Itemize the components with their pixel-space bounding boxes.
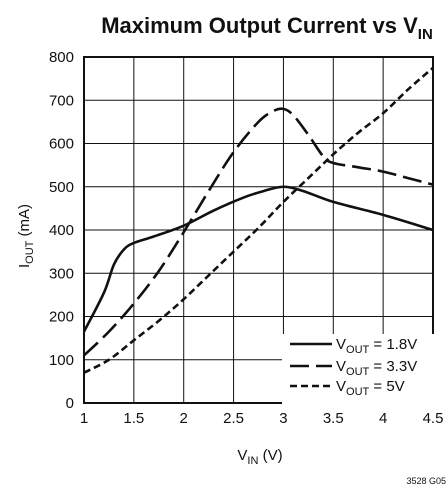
- chart-title-sub: IN: [418, 26, 433, 43]
- y-axis-label-main: I: [16, 264, 33, 268]
- x-axis-label-rest: (V): [258, 447, 282, 464]
- y-tick-label-0: 0: [66, 395, 74, 412]
- legend-label-3-3v-rest: = 3.3V: [369, 358, 417, 375]
- y-tick-label-8: 800: [49, 49, 74, 66]
- x-axis-label: VIN (V): [237, 447, 282, 467]
- series-line-5v: [83, 66, 434, 374]
- series-line-1-8v: [82, 185, 434, 333]
- x-axis-label-main: V: [237, 447, 247, 464]
- chart-title: Maximum Output Current vs VIN: [101, 13, 433, 43]
- legend-label-1-8v-rest: = 1.8V: [369, 336, 417, 353]
- legend-box: [282, 334, 434, 404]
- legend-label-1-8v-sub: OUT: [346, 344, 370, 356]
- y-tick-label-6: 600: [49, 136, 74, 153]
- x-tick-label-0: 1: [80, 410, 88, 427]
- x-tick-labels: 1 1.5 2 2.5 3 3.5 4 4.5: [80, 410, 444, 427]
- legend-label-5v-sub: OUT: [346, 386, 370, 398]
- legend-label-1-8v-main: V: [336, 336, 346, 353]
- legend-label-5v: VOUT = 5V: [336, 378, 405, 398]
- legend-label-5v-rest: = 5V: [369, 378, 404, 395]
- x-tick-label-3: 2.5: [223, 410, 244, 427]
- series-layer: [82, 66, 434, 374]
- legend-label-3-3v: VOUT = 3.3V: [336, 358, 417, 378]
- x-tick-label-1: 1.5: [123, 410, 144, 427]
- y-axis-label: IOUT (mA): [16, 204, 36, 268]
- y-tick-label-4: 400: [49, 222, 74, 239]
- chart-title-main: Maximum Output Current vs V: [101, 13, 418, 38]
- x-tick-label-5: 3.5: [323, 410, 344, 427]
- y-tick-label-7: 700: [49, 92, 74, 109]
- y-tick-label-5: 500: [49, 179, 74, 196]
- legend: VOUT = 1.8V VOUT = 3.3V VOUT = 5V: [282, 334, 434, 404]
- y-axis-label-sub: OUT: [24, 240, 36, 264]
- y-axis-label-rest: (mA): [16, 204, 33, 241]
- y-tick-label-2: 200: [49, 309, 74, 326]
- legend-label-3-3v-sub: OUT: [346, 366, 370, 378]
- legend-label-3-3v-main: V: [336, 358, 346, 375]
- x-tick-label-6: 4: [379, 410, 387, 427]
- figure-note: 3528 G05: [406, 476, 446, 486]
- x-axis-label-sub: IN: [247, 455, 258, 467]
- y-tick-label-3: 300: [49, 265, 74, 282]
- x-tick-label-7: 4.5: [423, 410, 444, 427]
- legend-label-1-8v: VOUT = 1.8V: [336, 336, 417, 356]
- y-tick-label-1: 100: [49, 352, 74, 369]
- plot-frame: [83, 56, 434, 404]
- x-tick-label-2: 2: [180, 410, 188, 427]
- y-tick-labels: 0 100 200 300 400 500 600 700 800: [49, 49, 74, 412]
- legend-label-5v-main: V: [336, 378, 346, 395]
- x-tick-label-4: 3: [279, 410, 287, 427]
- series-line-3-3v: [83, 107, 434, 357]
